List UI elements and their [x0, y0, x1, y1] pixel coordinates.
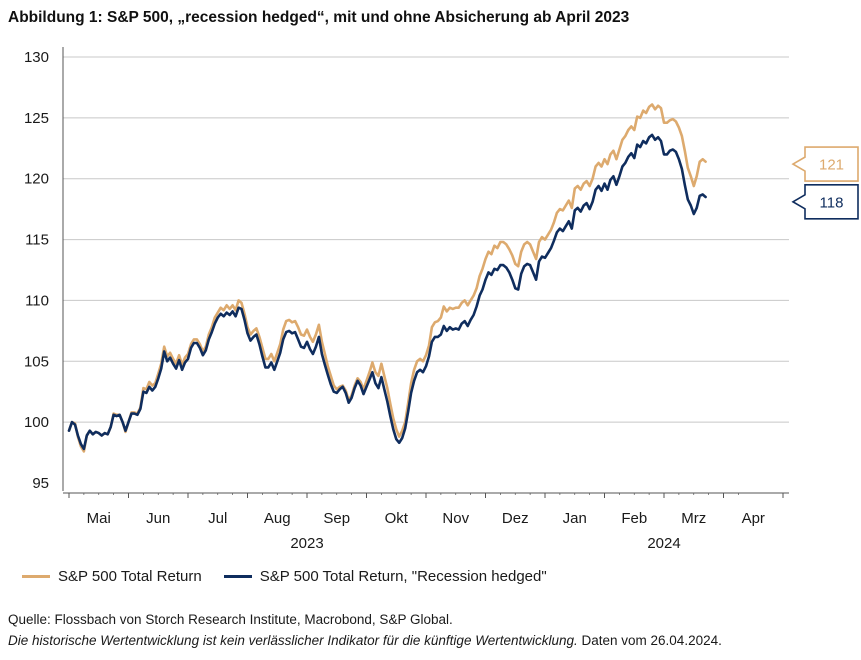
x-tick-label-Apr: Apr — [742, 510, 765, 527]
legend: S&P 500 Total Return S&P 500 Total Retur… — [22, 568, 569, 585]
legend-label-hedged: S&P 500 Total Return, "Recession hedged" — [259, 568, 547, 585]
legend-item-sp500: S&P 500 Total Return — [22, 568, 202, 585]
disclaimer-text: Die historische Wertentwicklung ist kein… — [8, 633, 578, 648]
end-label-box-hedged — [791, 184, 859, 220]
disclaimer-note: Die historische Wertentwicklung ist kein… — [8, 633, 722, 648]
gridlines — [63, 56, 789, 423]
y-tick-label-100: 100 — [24, 414, 49, 431]
x-tick-label-Okt: Okt — [385, 510, 409, 527]
legend-item-hedged: S&P 500 Total Return, "Recession hedged" — [223, 568, 547, 585]
data-date: Daten vom 26.04.2024. — [577, 633, 722, 648]
y-tick-label-115: 115 — [25, 232, 49, 249]
source-note: Quelle: Flossbach von Storch Research In… — [8, 612, 453, 627]
x-tick-label-Jul: Jul — [208, 510, 227, 527]
x-tick-label-Jan: Jan — [563, 510, 587, 527]
x-tick-label-Mrz: Mrz — [681, 510, 706, 527]
y-tick-label-105: 105 — [24, 353, 49, 370]
x-tick-label-Dez: Dez — [502, 510, 529, 527]
x-tick-label-Nov: Nov — [442, 510, 469, 527]
y-tick-label-120: 120 — [24, 171, 49, 188]
x-tick-label-Jun: Jun — [146, 510, 170, 527]
series-lines — [67, 103, 707, 453]
y-tick-label-130: 130 — [24, 49, 49, 66]
series-line-hedged — [67, 133, 707, 451]
x-tick-label-Mai: Mai — [87, 510, 111, 527]
y-tick-label-95: 95 — [32, 475, 49, 492]
y-tick-label-110: 110 — [25, 292, 49, 309]
x-tick-label-Feb: Feb — [621, 510, 647, 527]
x-year-label-2023: 2023 — [290, 535, 323, 552]
axes: 95 100 105 110 115 120 125 130 Mai Jun Jul Aug Sep Ok… — [24, 47, 789, 552]
end-label-box-sp500 — [791, 146, 859, 182]
end-label-sp500: 121 — [819, 157, 844, 174]
series-line-sp500 — [67, 103, 707, 453]
x-tick-label-Aug: Aug — [264, 510, 291, 527]
y-tick-label-125: 125 — [24, 110, 49, 127]
x-tick-label-Sep: Sep — [323, 510, 350, 527]
x-year-label-2024: 2024 — [647, 535, 680, 552]
legend-swatch-hedged — [223, 575, 252, 578]
end-label-hedged: 118 — [820, 194, 844, 211]
legend-swatch-sp500 — [22, 575, 50, 578]
end-labels: 121 118 — [791, 146, 859, 220]
line-chart: 95 100 105 110 115 120 125 130 Mai Jun Jul Aug Sep Ok… — [24, 47, 859, 552]
chart-title: Abbildung 1: S&P 500, „recession hedged“… — [8, 9, 630, 26]
legend-label-sp500: S&P 500 Total Return — [58, 568, 202, 585]
